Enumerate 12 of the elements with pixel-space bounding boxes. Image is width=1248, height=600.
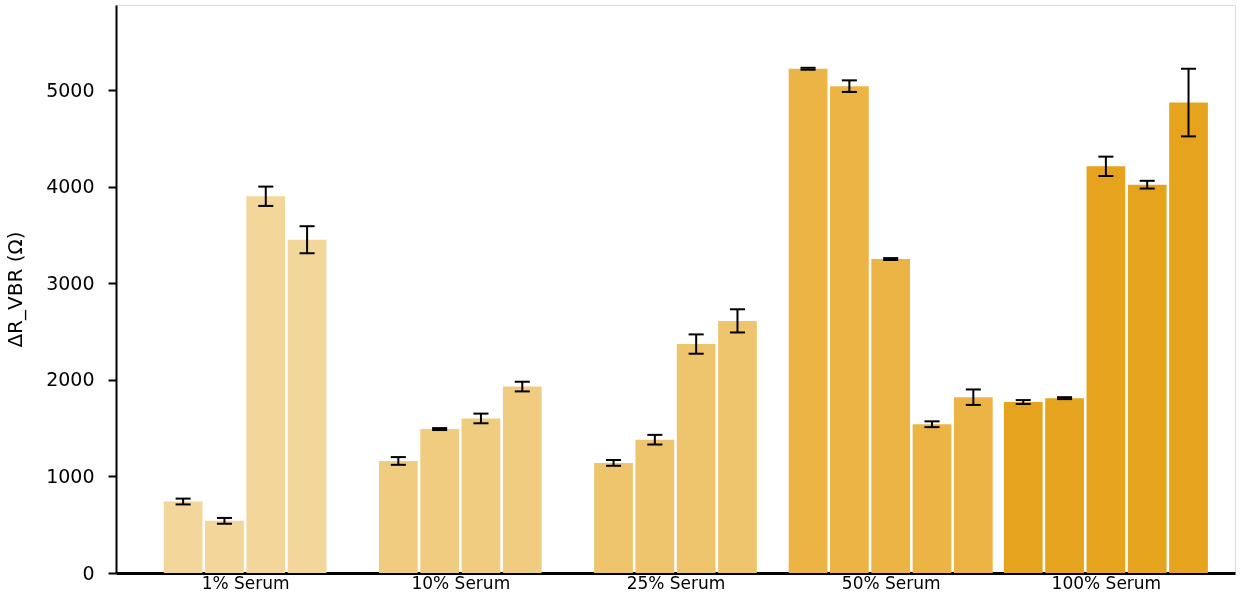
y-tick-label: 1000 bbox=[46, 464, 95, 487]
y-tick-label: 5000 bbox=[46, 78, 95, 101]
y-tick-label: 4000 bbox=[46, 175, 95, 198]
x-tick-label: 1% Serum bbox=[201, 572, 290, 593]
x-tick-label: 10% Serum bbox=[411, 572, 511, 593]
y-tick-label: 0 bbox=[82, 561, 95, 584]
y-tick-label: 2000 bbox=[46, 368, 95, 391]
x-tick-label: 100% Serum bbox=[1051, 572, 1162, 593]
y-tick-label: 3000 bbox=[46, 271, 95, 294]
y-axis-title: ΔR_VBR (Ω) bbox=[3, 231, 28, 348]
x-tick-label: 25% Serum bbox=[626, 572, 726, 593]
x-tick-label: 50% Serum bbox=[841, 572, 941, 593]
